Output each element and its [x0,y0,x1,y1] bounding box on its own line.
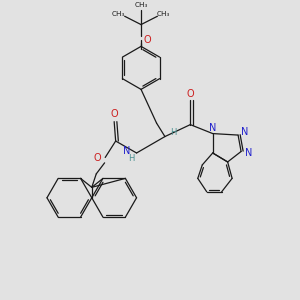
Text: O: O [110,109,118,119]
Text: N: N [241,127,248,137]
Text: O: O [187,89,194,100]
Text: CH₃: CH₃ [112,11,125,17]
Text: N: N [123,146,131,156]
Text: H: H [128,154,135,163]
Text: O: O [144,34,152,44]
Text: N: N [209,123,216,133]
Text: O: O [94,153,102,163]
Text: N: N [245,148,252,158]
Text: CH₃: CH₃ [134,2,148,8]
Text: H: H [170,128,176,137]
Text: CH₃: CH₃ [157,11,170,17]
